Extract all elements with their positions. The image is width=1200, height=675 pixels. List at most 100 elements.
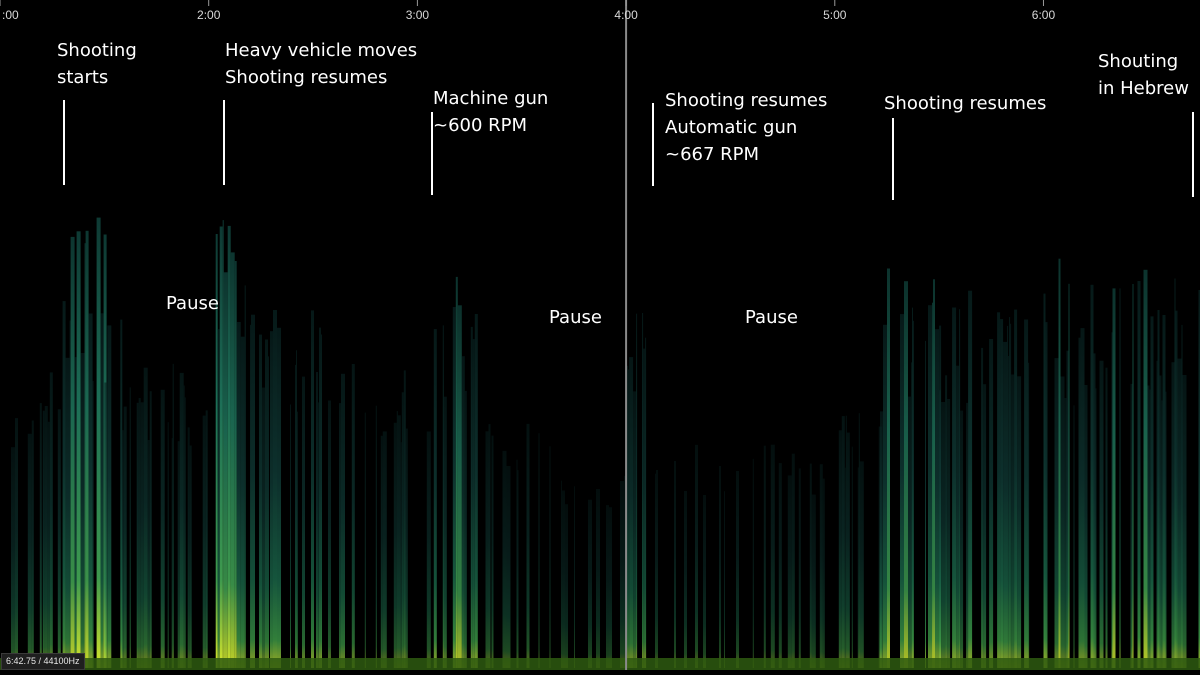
spectrogram-column bbox=[179, 372, 184, 668]
spectrogram-column bbox=[844, 467, 846, 668]
spectrogram-column bbox=[1043, 293, 1046, 668]
spectrogram-column bbox=[265, 339, 268, 668]
spectrogram-column bbox=[240, 336, 245, 668]
spectrogram-column bbox=[84, 243, 86, 668]
spectrogram-column bbox=[736, 471, 739, 668]
spectrogram-column bbox=[935, 329, 939, 668]
status-readout: 6:42.75 / 44100Hz bbox=[1, 653, 85, 670]
spectrogram-column bbox=[31, 420, 34, 668]
time-axis-ticks: :00 2:00 3:00 4:00 5:00 6:00 bbox=[0, 0, 1055, 22]
spectrogram-column bbox=[1009, 317, 1011, 668]
time-tick-label: 4:00 bbox=[614, 8, 638, 22]
spectrogram-column bbox=[39, 403, 42, 668]
spectrogram-column bbox=[217, 329, 220, 668]
spectrogram-column bbox=[811, 494, 816, 668]
spectrogram-column bbox=[887, 268, 890, 668]
spectrogram-column bbox=[1080, 328, 1085, 668]
spectrogram-column bbox=[959, 309, 961, 668]
spectrogram-column bbox=[136, 402, 139, 668]
spectrogram-column bbox=[470, 326, 473, 668]
spectrogram-column bbox=[981, 347, 984, 668]
spectrogram-column bbox=[1156, 360, 1158, 668]
spectrogram-column bbox=[933, 279, 935, 668]
spectrogram-column bbox=[1119, 288, 1121, 668]
spectrogram-column bbox=[606, 505, 609, 668]
annotation-line: Shouting bbox=[1098, 51, 1178, 72]
spectrogram-column bbox=[845, 415, 847, 668]
spectrogram-column bbox=[328, 400, 331, 668]
spectrogram-column bbox=[234, 261, 237, 668]
spectrogram-column bbox=[883, 324, 887, 668]
time-tick-label: :00 bbox=[2, 8, 19, 22]
spectrogram-column bbox=[259, 334, 262, 668]
spectrogram-column bbox=[184, 397, 186, 668]
spectrogram-column bbox=[452, 307, 456, 668]
spectrogram-column bbox=[262, 387, 265, 668]
spectrogram-column bbox=[502, 450, 507, 668]
spectrogram-column bbox=[92, 381, 94, 668]
spectrogram-column bbox=[149, 391, 152, 668]
spectrogram-column bbox=[1198, 290, 1200, 668]
spectrogram-column bbox=[123, 406, 127, 668]
spectrogram-column bbox=[932, 302, 933, 668]
spectrogram-column bbox=[1093, 353, 1096, 668]
spectrogram-column bbox=[177, 441, 180, 668]
spectrogram-column bbox=[138, 398, 141, 668]
spectrogram-column bbox=[952, 307, 957, 668]
spectrogram-column bbox=[791, 453, 795, 668]
spectrogram-column bbox=[983, 384, 987, 668]
spectrogram-column bbox=[442, 325, 444, 668]
spectrogram-columns bbox=[11, 217, 1200, 669]
annotation-shooting-starts: Shooting starts bbox=[57, 40, 137, 88]
spectrogram-column bbox=[296, 350, 297, 668]
spectrogram-column bbox=[351, 364, 355, 668]
spectrogram-column bbox=[1011, 374, 1015, 668]
spectrogram-column bbox=[318, 402, 319, 668]
spectrogram-column bbox=[752, 458, 754, 668]
annotation-shooting-resumes-2: Shooting resumes bbox=[884, 93, 1046, 114]
spectrogram-column bbox=[205, 410, 208, 668]
spectrogram-column bbox=[798, 468, 801, 668]
annotation-line: ~600 RPM bbox=[433, 115, 527, 136]
spectrogram-column bbox=[956, 365, 960, 668]
spectrogram-column bbox=[1007, 325, 1009, 668]
annotation-line: ~667 RPM bbox=[665, 144, 759, 165]
spectrogram-column bbox=[1014, 309, 1018, 668]
spectrogram-column bbox=[273, 310, 277, 668]
spectrogram-column bbox=[147, 440, 150, 668]
spectrogram-column bbox=[1174, 278, 1176, 668]
spectrogram-column bbox=[841, 416, 845, 668]
spectrogram-column bbox=[1159, 375, 1162, 668]
spectrogram-column bbox=[787, 475, 792, 668]
spectrogram-column bbox=[457, 305, 462, 668]
annotation-line: starts bbox=[57, 67, 108, 88]
spectrogram-column bbox=[76, 231, 81, 669]
annotation-line: Shooting resumes bbox=[225, 67, 387, 88]
spectrogram-column bbox=[880, 411, 883, 668]
spectrogram-column bbox=[107, 325, 112, 668]
spectrogram-column bbox=[912, 307, 913, 668]
time-tick-label: 5:00 bbox=[823, 8, 847, 22]
spectrogram-column bbox=[1137, 281, 1141, 668]
spectrogram-column bbox=[403, 370, 406, 668]
spectrogram-column bbox=[321, 334, 322, 668]
spectrogram-column bbox=[1000, 319, 1004, 668]
spectrogram-column bbox=[966, 402, 969, 668]
spectrogram-column bbox=[517, 470, 519, 668]
spectrogram-column bbox=[941, 402, 946, 668]
spectrogram-column bbox=[405, 428, 408, 668]
spectrogram-column bbox=[426, 431, 431, 668]
spectrogram-column bbox=[968, 290, 973, 668]
spectrogram-column bbox=[472, 339, 475, 668]
spectrogram-column bbox=[945, 375, 948, 668]
spectrogram-column bbox=[989, 339, 994, 668]
spectrogram-column bbox=[900, 314, 904, 668]
spectrogram-column bbox=[574, 486, 575, 668]
spectrogram-column bbox=[27, 433, 32, 668]
spectrogram-column bbox=[49, 372, 53, 668]
spectrogram-column bbox=[1099, 360, 1104, 668]
spectrogram-column bbox=[140, 402, 144, 668]
spectrogram-column bbox=[674, 461, 676, 668]
